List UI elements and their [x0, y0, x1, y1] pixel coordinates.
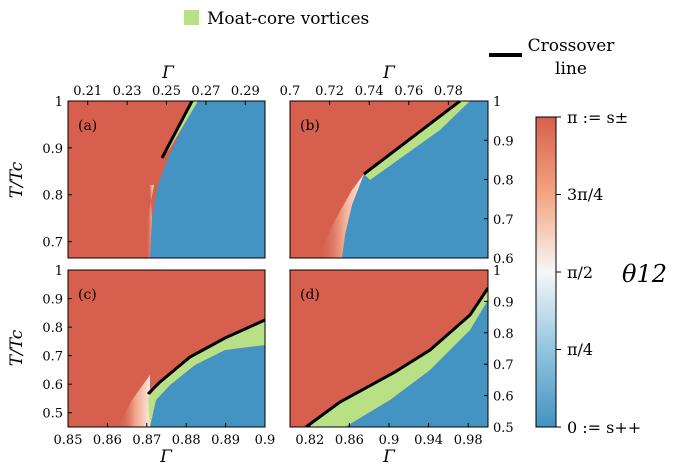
panel-0-ytick-label-3: 1 — [55, 95, 63, 110]
panel-0-xtick-label-2: 0.25 — [152, 84, 181, 99]
panel-2-ytick-label-4: 0.9 — [42, 293, 63, 308]
panel-3-xtick-label-4: 0.98 — [454, 433, 483, 448]
panel-2-ytick-label-0: 0.5 — [42, 407, 63, 422]
axis-label-left-a: T/Tc — [7, 161, 27, 198]
colorbar — [535, 116, 557, 428]
panel-d-label: (d) — [300, 287, 320, 303]
colorbar-symbol: θ12 — [622, 260, 667, 288]
panel-c-spp-region — [150, 345, 265, 427]
panel-c — [68, 270, 265, 427]
panel-a-spp-region — [150, 101, 265, 258]
colorbar-ticks — [556, 116, 561, 428]
panel-c-crossover-line — [146, 318, 265, 396]
panel-1-ytick-label-0: 0.6 — [493, 252, 514, 267]
panel-b-spp-region — [342, 101, 488, 258]
panel-3-ytick-label-3: 0.8 — [493, 327, 514, 342]
panel-a-label: (a) — [78, 118, 97, 134]
axis-label-top-a: Γ — [161, 63, 175, 83]
panel-3-ytick-label-0: 0.5 — [493, 421, 514, 436]
panel-3-xtick-label-2: 0.9 — [379, 433, 400, 448]
panel-b-crossover-line — [363, 101, 461, 176]
panel-1-xtick-label-1: 0.72 — [315, 84, 344, 99]
panel-2-ytick-label-3: 0.8 — [42, 321, 63, 336]
panel-2-xtick-label-1: 0.86 — [93, 433, 122, 448]
colorbar-tick-pi4: π/4 — [567, 340, 593, 359]
colorbar-tick-3pi4: 3π/4 — [567, 185, 603, 204]
panel-c-transition-fade — [118, 375, 150, 427]
panel-b-moat-region — [364, 101, 470, 180]
legend-moat-swatch — [184, 10, 199, 25]
panel-2-xtick-label-2: 0.87 — [132, 433, 161, 448]
panel-2-xtick-label-0: 0.85 — [54, 433, 83, 448]
panel-2-ytick-label-1: 0.6 — [42, 378, 63, 393]
axis-label-bottom-d: Γ — [382, 447, 396, 464]
panel-3-ytick-label-5: 1 — [493, 264, 501, 279]
panel-0-xtick-label-4: 0.29 — [231, 84, 260, 99]
panel-d-spp-region — [345, 300, 488, 427]
panel-1-xtick-label-4: 0.78 — [434, 84, 463, 99]
panel-2-xtick-label-5: 0.9 — [255, 433, 276, 448]
panel-b-label: (b) — [300, 118, 320, 134]
panel-3-xtick-label-0: 0.82 — [295, 433, 324, 448]
panel-d-crossover-line — [305, 287, 488, 427]
panel-0-ytick-label-1: 0.8 — [42, 189, 63, 204]
panel-0-xtick-label-0: 0.21 — [73, 84, 102, 99]
panel-0-ytick-label-0: 0.7 — [42, 236, 63, 251]
panel-1-ytick-label-1: 0.7 — [493, 213, 514, 228]
panel-b-transition-fade — [318, 174, 364, 258]
panel-3-xtick-label-3: 0.94 — [414, 433, 443, 448]
panel-3-ytick-label-1: 0.6 — [493, 390, 514, 405]
panel-3-ytick-label-2: 0.7 — [493, 358, 514, 373]
colorbar-tick-pi: π := s± — [567, 108, 628, 127]
colorbar-tick-zero: 0 := s++ — [567, 418, 641, 437]
panel-a-crossover-line — [160, 101, 194, 159]
panel-d — [290, 270, 488, 427]
panel-2-ytick-label-2: 0.7 — [42, 350, 63, 365]
panel-0-xtick-label-1: 0.23 — [113, 84, 142, 99]
panel-3-xtick-label-1: 0.86 — [335, 433, 364, 448]
panel-2-ytick-label-5: 1 — [55, 264, 63, 279]
panel-1-xtick-label-2: 0.74 — [355, 84, 384, 99]
panel-c-moat-region — [148, 320, 265, 427]
panel-2-xtick-label-3: 0.88 — [172, 433, 201, 448]
panel-2-xtick-label-4: 0.89 — [211, 433, 240, 448]
panel-1-ytick-label-4: 1 — [493, 95, 501, 110]
panel-c-frame — [67, 269, 266, 428]
panel-1-xtick-label-3: 0.76 — [394, 84, 423, 99]
tick-layer: 0.21 0.23 0.25 0.27 0.29 0.7 0.8 0.9 1 0.7 0.72 0.7… — [42, 84, 513, 448]
panel-0-xtick-label-3: 0.27 — [191, 84, 220, 99]
axis-label-bottom-c: Γ — [159, 447, 173, 464]
legend-crossover-label-2: line — [555, 59, 587, 79]
panel-a — [68, 101, 265, 258]
axis-label-top-b: Γ — [382, 63, 396, 83]
panel-b — [290, 101, 488, 258]
colorbar-tick-pi2: π/2 — [567, 263, 593, 282]
panel-1-xtick-label-0: 0.7 — [280, 84, 301, 99]
legend-crossover-label-1: Crossover — [528, 36, 616, 56]
legend-moat-label: Moat-core vortices — [207, 9, 369, 29]
panel-c-label: (c) — [78, 287, 97, 303]
panel-1-ytick-label-3: 0.9 — [493, 134, 514, 149]
axis-label-left-c: T/Tc — [7, 329, 27, 366]
panel-a-transition-fade — [146, 185, 154, 258]
panel-3-ytick-label-4: 0.9 — [493, 295, 514, 310]
panel-0-ytick-label-2: 0.9 — [42, 142, 63, 157]
panel-1-ytick-label-2: 0.8 — [493, 174, 514, 189]
